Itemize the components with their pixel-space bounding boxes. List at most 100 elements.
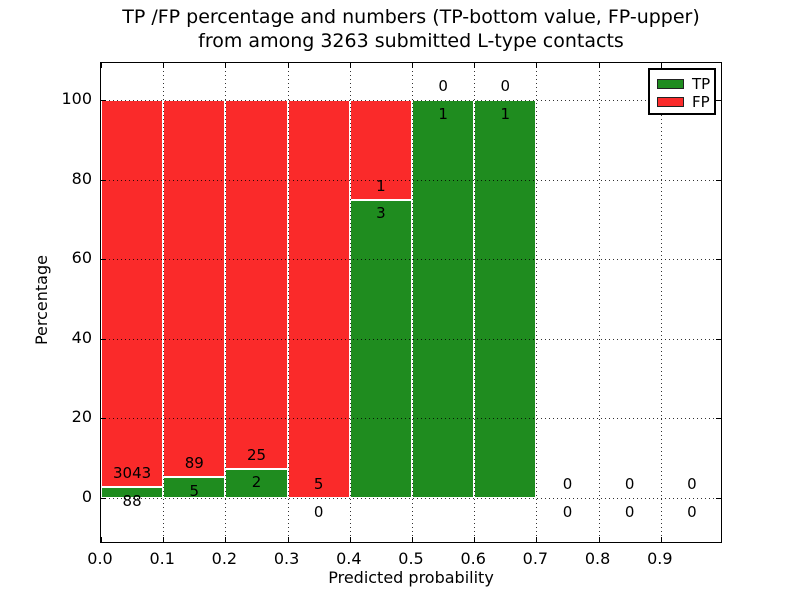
tp-count-label: 0	[624, 502, 635, 521]
x-tick-label: 0.6	[460, 549, 486, 568]
horizontal-gridline	[101, 179, 721, 181]
y-tick-mark	[101, 418, 106, 420]
legend: TP FP	[648, 68, 716, 115]
vertical-gridline	[225, 63, 227, 542]
chart-title-line2: from among 3263 submitted L-type contact…	[198, 30, 624, 52]
x-tick-mark	[660, 537, 662, 542]
fp-count-label: 0	[624, 475, 635, 494]
y-tick-mark	[101, 498, 106, 499]
y-tick-mark	[101, 100, 106, 101]
x-tick-mark	[101, 63, 102, 68]
x-tick-mark	[349, 63, 351, 68]
x-tick-mark	[660, 63, 662, 68]
tp-bar-segment	[101, 486, 164, 498]
x-tick-label: 0.4	[336, 549, 362, 568]
x-tick-label: 0.3	[273, 549, 300, 568]
y-tick-mark	[101, 338, 106, 340]
fp-count-label: 5	[313, 475, 324, 494]
x-tick-label: 0.9	[647, 549, 673, 568]
fp-count-label: 0	[562, 475, 573, 494]
y-tick-mark	[716, 179, 721, 181]
fp-count-label: 3043	[113, 463, 152, 482]
tp-count-label: 3	[376, 204, 386, 223]
y-tick-label: 0	[81, 487, 92, 506]
fp-legend-swatch	[657, 97, 684, 107]
fp-bar-segment	[287, 100, 350, 498]
vertical-gridline	[474, 63, 476, 542]
y-tick-label: 100	[61, 89, 92, 108]
horizontal-gridline	[101, 498, 721, 499]
x-tick-mark	[474, 63, 476, 68]
plot-area: TP FP 3043 88 89 5 25 2 5 0 1 3 0 1 0 1 0 0 0 0 0 0	[100, 62, 722, 543]
vertical-gridline	[287, 63, 289, 542]
tp-legend-swatch	[657, 79, 684, 89]
y-tick-mark	[101, 259, 106, 261]
horizontal-gridline	[101, 418, 721, 420]
vertical-gridline	[349, 63, 351, 542]
y-tick-mark	[716, 418, 721, 420]
horizontal-gridline	[101, 338, 721, 340]
fp-count-label: 0	[438, 77, 448, 96]
x-tick-mark	[598, 537, 600, 542]
y-tick-mark	[716, 100, 721, 101]
x-tick-mark	[101, 537, 102, 542]
vertical-gridline	[598, 63, 600, 542]
tp-count-label: 1	[438, 104, 448, 123]
chart-title: TP /FP percentage and numbers (TP-bottom…	[100, 5, 722, 53]
x-tick-label: 0.2	[211, 549, 238, 568]
fp-count-label: 0	[500, 77, 511, 96]
y-tick-label: 80	[71, 168, 92, 188]
x-tick-label: 0.8	[584, 549, 611, 568]
x-tick-label: 0.5	[398, 549, 424, 568]
y-tick-label: 40	[71, 327, 92, 347]
x-tick-mark	[287, 537, 289, 542]
fp-bar-segment	[101, 100, 164, 487]
fp-count-label: 0	[687, 475, 697, 494]
y-tick-mark	[716, 259, 721, 261]
tp-count-label: 1	[500, 104, 511, 123]
y-tick-mark	[716, 498, 721, 499]
y-tick-label: 60	[71, 248, 92, 268]
tp-count-label: 5	[189, 481, 200, 500]
fp-legend-label: FP	[692, 93, 710, 111]
x-tick-mark	[225, 63, 227, 68]
x-tick-mark	[225, 537, 227, 542]
x-tick-mark	[598, 63, 600, 68]
x-tick-mark	[474, 537, 476, 542]
fp-bar-segment	[163, 100, 226, 477]
y-tick-mark	[716, 338, 721, 340]
x-tick-label: 0.1	[149, 549, 175, 568]
x-tick-mark	[536, 63, 538, 68]
y-tick-label: 20	[71, 407, 92, 427]
x-tick-label: 0.0	[87, 549, 113, 568]
fp-bar-segment	[225, 100, 288, 469]
fp-count-label: 1	[376, 176, 386, 195]
tp-count-label: 88	[122, 491, 142, 510]
x-axis-label: Predicted probability	[328, 568, 494, 587]
x-tick-mark	[163, 537, 165, 542]
legend-item-tp: TP	[657, 75, 714, 93]
fp-bar-segment	[349, 100, 412, 200]
fp-count-label: 25	[246, 445, 267, 464]
y-tick-mark	[101, 179, 106, 181]
tp-count-label: 0	[687, 502, 697, 521]
fp-count-label: 89	[184, 453, 204, 472]
x-tick-mark	[412, 63, 413, 68]
tp-bar-segment	[412, 100, 475, 498]
x-tick-mark	[287, 63, 289, 68]
tp-bar-segment	[474, 100, 537, 498]
x-tick-mark	[349, 537, 351, 542]
tp-bar-segment	[349, 199, 412, 498]
legend-item-fp: FP	[657, 93, 714, 111]
tp-legend-label: TP	[692, 75, 711, 93]
x-tick-mark	[412, 537, 413, 542]
horizontal-gridline	[101, 100, 721, 101]
tp-count-label: 0	[313, 502, 324, 521]
x-tick-mark	[163, 63, 165, 68]
vertical-gridline	[660, 63, 662, 542]
tp-bar-segment	[225, 468, 288, 498]
x-tick-mark	[536, 537, 538, 542]
vertical-gridline	[412, 63, 413, 542]
tp-count-label: 2	[251, 473, 262, 492]
